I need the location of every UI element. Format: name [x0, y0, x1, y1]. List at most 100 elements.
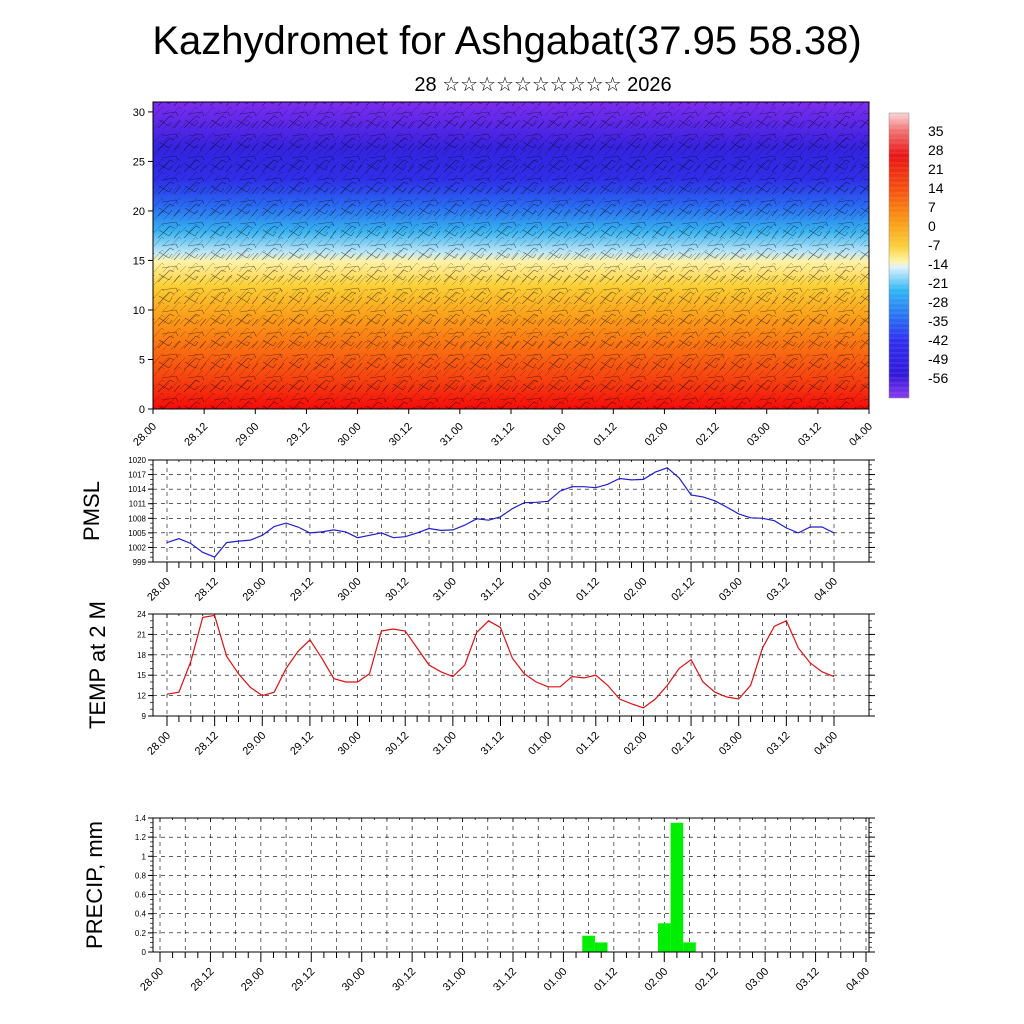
colorbar-gradient [889, 113, 909, 398]
colorbar-label: 0 [928, 218, 936, 234]
cs-xtick-label: 30.00 [336, 421, 364, 449]
xtick-label: 01.12 [592, 966, 620, 994]
xtick-label: 01.00 [542, 966, 570, 994]
xtick-label: 31.00 [431, 730, 459, 758]
cs-ytick-label: 30 [133, 107, 145, 119]
cs-xtick-label: 30.12 [387, 421, 415, 449]
cs-xtick-label: 03.12 [796, 421, 824, 449]
ytick-label: 1002 [128, 543, 146, 552]
ytick-label: 21 [137, 630, 146, 639]
xtick-label: 31.12 [491, 966, 519, 994]
colorbar-label: -7 [928, 237, 941, 253]
xtick-label: 29.12 [288, 730, 316, 758]
cs-ytick-label: 5 [139, 354, 145, 366]
xtick-label: 29.12 [288, 576, 316, 604]
ytick-label: 9 [142, 712, 147, 721]
xtick-label: 03.12 [794, 966, 822, 994]
xtick-label: 01.00 [526, 730, 554, 758]
cs-xtick-label: 31.00 [438, 421, 466, 449]
xtick-label: 02.00 [622, 730, 650, 758]
xtick-label: 03.12 [765, 730, 793, 758]
cs-xtick-label: 02.12 [694, 421, 722, 449]
xtick-label: 28.00 [145, 730, 173, 758]
xtick-label: 31.00 [431, 576, 459, 604]
xtick-label: 28.12 [193, 730, 221, 758]
xtick-label: 04.00 [844, 966, 872, 994]
chart-subtitle: 28 ☆☆☆☆☆☆☆☆☆☆ 2026 [414, 74, 671, 96]
xtick-label: 04.00 [812, 730, 840, 758]
pmsl-grid [153, 460, 869, 562]
xtick-label: 28.00 [138, 966, 166, 994]
xtick-label: 04.00 [812, 576, 840, 604]
temp-panel: 9 12 15 18 21 24 28.00 28.12 29.00 29.12 30.00 30.1… [85, 601, 875, 758]
precip-ylabel: PRECIP, mm [82, 821, 107, 949]
colorbar-label: 28 [928, 142, 944, 158]
precip-bars [582, 822, 696, 952]
xtick-label: 28.12 [189, 966, 217, 994]
colorbar-label: -14 [928, 256, 948, 272]
xtick-label: 29.00 [239, 966, 267, 994]
temp-grid [153, 614, 869, 716]
xtick-label: 02.12 [669, 730, 697, 758]
ytick-label: 18 [137, 651, 146, 660]
colorbar-label: -35 [928, 313, 948, 329]
colorbar-label: -42 [928, 332, 948, 348]
temp-frame [152, 613, 870, 717]
ytick-label: 0.2 [135, 929, 147, 938]
ytick-label: 1017 [128, 471, 146, 480]
ytick-label: 1005 [128, 529, 146, 538]
ytick-label: 15 [137, 671, 146, 680]
xtick-label: 29.00 [240, 730, 268, 758]
ytick-label: 1 [142, 852, 147, 861]
chart-title: Kazhydromet for Ashgabat(37.95 58.38) [152, 19, 861, 63]
colorbar-label: -28 [928, 294, 948, 310]
cross-section-y-axis: 0 5 10 15 20 25 30 [133, 107, 153, 416]
xtick-label: 01.12 [574, 730, 602, 758]
xtick-label: 03.12 [765, 576, 793, 604]
xtick-label: 31.00 [441, 966, 469, 994]
xtick-label: 31.12 [479, 730, 507, 758]
colorbar-labels: 35 28 21 14 7 0 -7 -14 -21 -28 -35 -42 -49 -56 [928, 123, 948, 386]
cross-section-x-axis: 28.00 28.12 29.00 29.12 30.00 30.12 31.00 31.12… [131, 409, 875, 449]
cs-xtick-label: 28.12 [182, 421, 210, 449]
ytick-label: 1014 [128, 485, 146, 494]
cs-ytick-label: 0 [139, 404, 145, 416]
precip-frame [152, 817, 870, 953]
ytick-label: 24 [137, 610, 146, 619]
precip-bar [670, 822, 684, 952]
ytick-label: 1.4 [135, 814, 147, 823]
temp-ylabel: TEMP at 2 M [85, 601, 110, 729]
xtick-label: 03.00 [717, 730, 745, 758]
xtick-label: 29.00 [240, 576, 268, 604]
xtick-label: 01.12 [574, 576, 602, 604]
xtick-label: 31.12 [479, 576, 507, 604]
ytick-label: 0.4 [135, 910, 147, 919]
colorbar-label: 35 [928, 123, 944, 139]
xtick-label: 30.00 [336, 730, 364, 758]
precip-axes: 0 0.2 0.4 0.6 0.8 1 1.2 1.4 28.00 28.12 29.00 29.12… [135, 814, 875, 994]
ytick-label: 1008 [128, 514, 146, 523]
xtick-label: 02.00 [642, 966, 670, 994]
cs-xtick-label: 28.00 [131, 421, 159, 449]
xtick-label: 30.00 [336, 576, 364, 604]
xtick-label: 28.00 [145, 576, 173, 604]
pmsl-series-line [166, 467, 835, 558]
colorbar: 35 28 21 14 7 0 -7 -14 -21 -28 -35 -42 -49 -56 [888, 112, 948, 399]
xtick-label: 03.00 [717, 576, 745, 604]
colorbar-contour-lines [888, 112, 910, 399]
pmsl-ylabel: PMSL [79, 481, 104, 541]
ytick-label: 1011 [129, 500, 147, 509]
precip-bar [683, 942, 696, 952]
xtick-label: 28.12 [193, 576, 221, 604]
colorbar-label: 14 [928, 180, 944, 196]
pmsl-panel: 999 1002 1005 1008 1011 1014 1017 1020 28.00 28.1… [79, 456, 875, 604]
pmsl-frame [152, 459, 870, 563]
precip-bar [582, 935, 595, 952]
precip-bar [658, 923, 671, 952]
xtick-label: 02.12 [669, 576, 697, 604]
xtick-label: 30.00 [340, 966, 368, 994]
ytick-label: 0 [142, 948, 147, 957]
xtick-label: 30.12 [383, 576, 411, 604]
cross-section-panel: 0 5 10 15 20 25 30 28.00 28.12 29.00 29.12 30.00 30… [131, 101, 875, 449]
